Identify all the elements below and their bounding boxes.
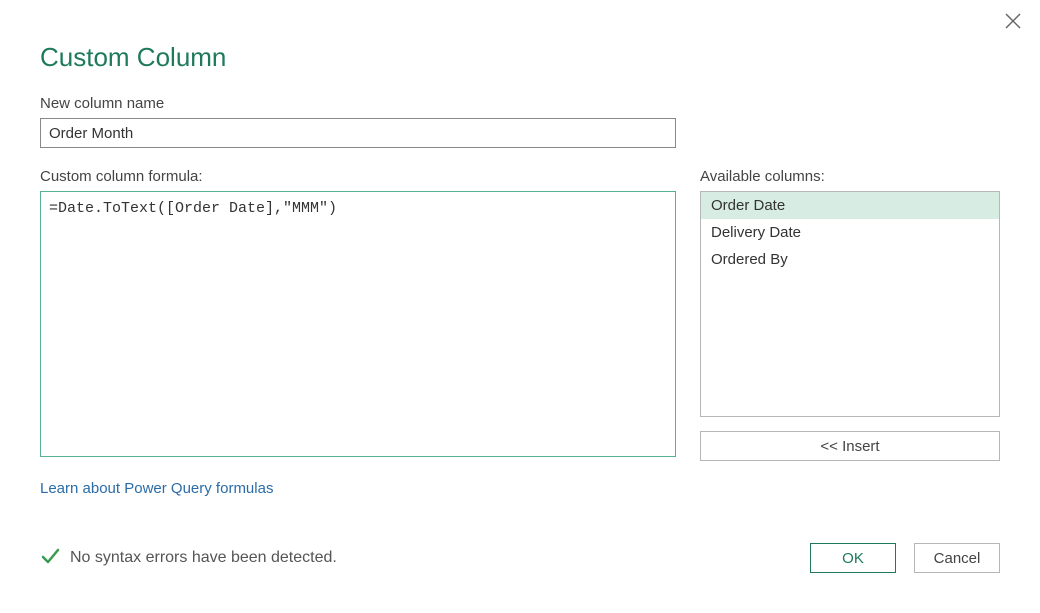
available-columns-label: Available columns: xyxy=(700,168,1000,185)
formula-label: Custom column formula: xyxy=(40,168,676,185)
close-icon[interactable] xyxy=(1004,12,1024,32)
available-column-item[interactable]: Delivery Date xyxy=(701,219,999,246)
cancel-button[interactable]: Cancel xyxy=(914,543,1000,573)
formula-input[interactable] xyxy=(40,191,676,457)
status-bar: No syntax errors have been detected. xyxy=(40,546,337,571)
column-name-label: New column name xyxy=(40,95,1000,112)
check-icon xyxy=(40,546,60,571)
available-columns-list: Order DateDelivery DateOrdered By xyxy=(700,191,1000,417)
available-column-item[interactable]: Ordered By xyxy=(701,246,999,273)
available-column-item[interactable]: Order Date xyxy=(701,192,999,219)
dialog-title: Custom Column xyxy=(40,42,1000,73)
learn-link[interactable]: Learn about Power Query formulas xyxy=(40,480,273,497)
column-name-input[interactable] xyxy=(40,118,676,148)
ok-button[interactable]: OK xyxy=(810,543,896,573)
insert-button[interactable]: << Insert xyxy=(700,431,1000,461)
status-message: No syntax errors have been detected. xyxy=(70,549,337,567)
